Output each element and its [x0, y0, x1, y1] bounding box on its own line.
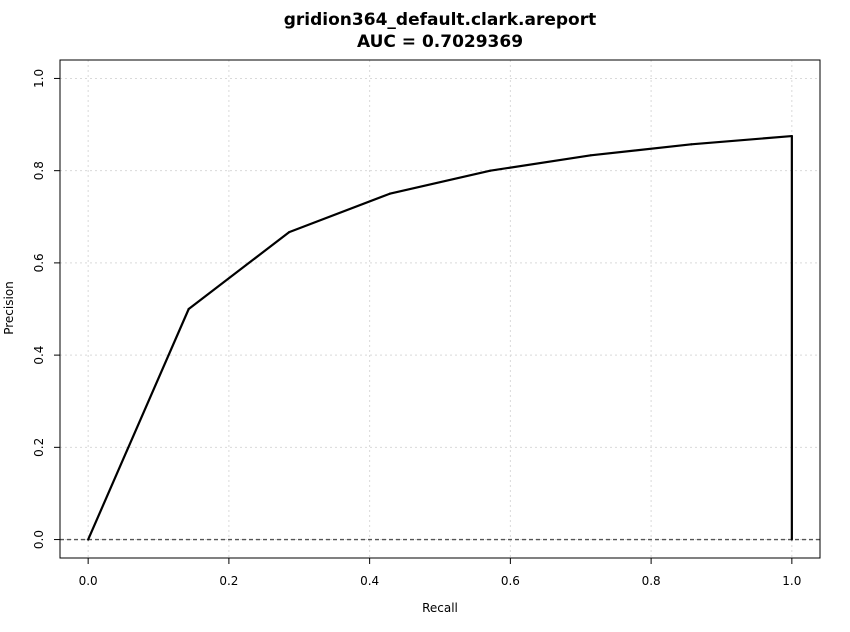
- y-tick-label-4: 0.8: [32, 161, 46, 180]
- x-tick-label-4: 0.8: [642, 574, 661, 588]
- chart-subtitle: AUC = 0.7029369: [357, 32, 523, 52]
- y-axis-label: Precision: [2, 281, 16, 335]
- chart-title: gridion364_default.clark.areport: [284, 10, 597, 30]
- x-axis: 0.0 0.2 0.4 0.6 0.8 1.0: [79, 558, 801, 588]
- y-tick-label-5: 1.0: [32, 69, 46, 88]
- curve-segment-0-5: [589, 143, 693, 157]
- y-axis: 0.0 0.2 0.4 0.6 0.8 1.0: [32, 69, 60, 549]
- plot-frame: [59, 59, 821, 559]
- precision-recall-curve: [87, 134, 793, 541]
- x-tick-label-3: 0.6: [501, 574, 520, 588]
- x-axis-label: Recall: [422, 601, 458, 615]
- curve-segment-0-0: [87, 307, 190, 541]
- x-tick-label-2: 0.4: [360, 574, 379, 588]
- y-tick-label-3: 0.6: [32, 253, 46, 272]
- x-tick-label-5: 1.0: [782, 574, 801, 588]
- curve-segment-0-4: [489, 154, 592, 172]
- grid: [60, 60, 820, 558]
- y-tick-label-2: 0.4: [32, 346, 46, 365]
- curve-segment-0-1: [187, 231, 291, 311]
- curve-segment-0-3: [388, 169, 492, 195]
- x-tick-label-1: 0.2: [219, 574, 238, 588]
- x-tick-label-0: 0.0: [79, 574, 98, 588]
- curve-segment-0-6: [690, 134, 793, 146]
- y-tick-label-1: 0.2: [32, 438, 46, 457]
- y-tick-label-0: 0.0: [32, 530, 46, 549]
- curve-segment-0-2: [288, 192, 391, 234]
